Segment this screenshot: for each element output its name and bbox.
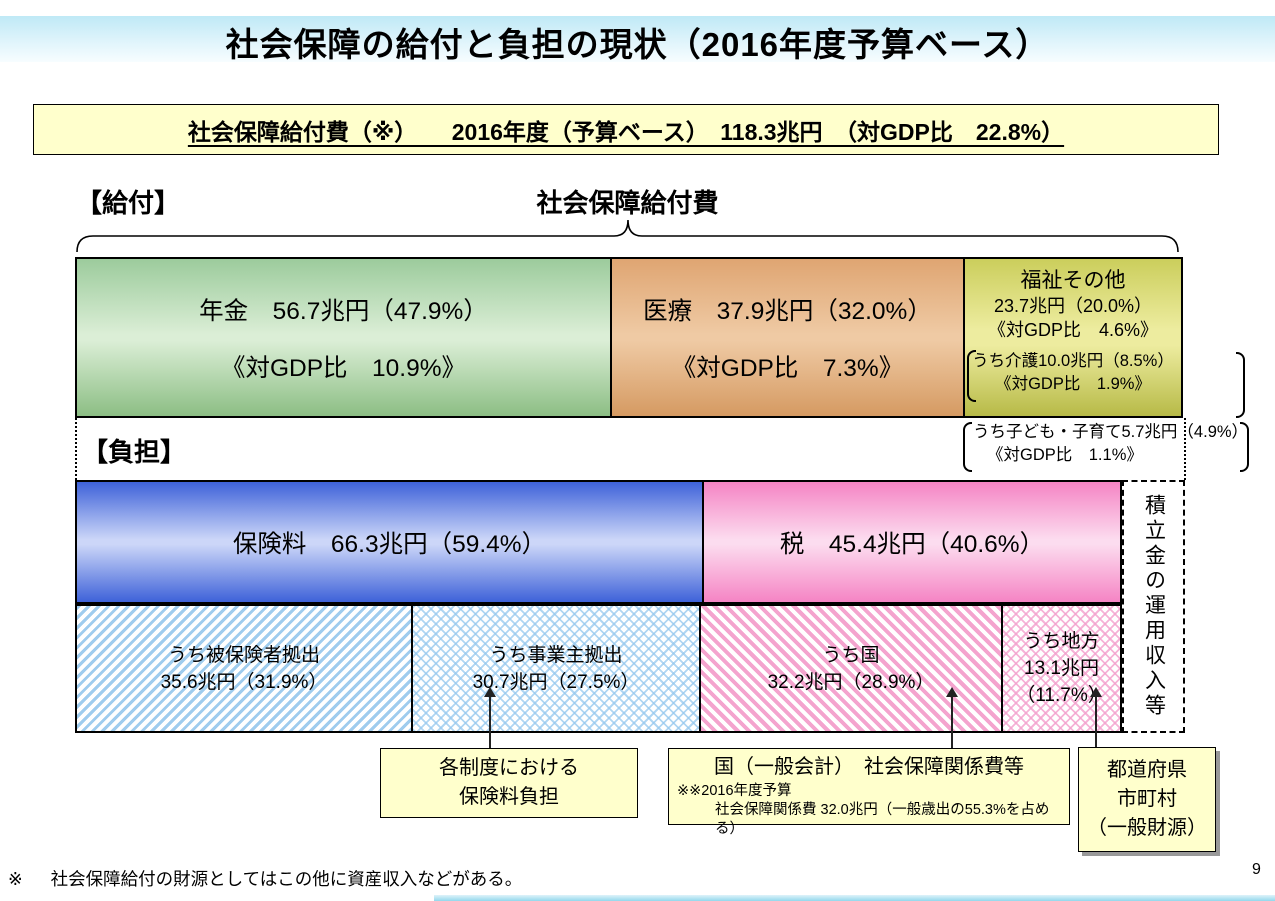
medical-amount: 医療 37.9兆円（32.0%） xyxy=(643,297,932,325)
callout-local-line2: 市町村 xyxy=(1117,788,1177,810)
care-block: うち介護10.0兆円（8.5%） 《対GDP比 1.9%》 xyxy=(967,350,1175,402)
benefits-label: 【給付】 xyxy=(76,188,181,218)
local-amount: 13.1兆円 xyxy=(1024,658,1099,679)
callout-local: 都道府県 市町村 （一般財源） xyxy=(1078,747,1216,852)
callout-national-title: 国（一般会計） 社会保障関係費等 xyxy=(714,756,1024,778)
tax-amount: 税 45.4兆円（40.6%） xyxy=(779,530,1045,558)
welfare-gdp: 《対GDP比 4.6%》 xyxy=(987,320,1159,340)
summary-box: 社会保障給付費（※） 2016年度（予算ベース） 118.3兆円 （対GDP比 … xyxy=(33,104,1219,155)
title-band xyxy=(0,16,1275,62)
callout-local-line3: （一般財源） xyxy=(1087,817,1207,839)
segment-welfare: 福祉その他 23.7兆円（20.0%） 《対GDP比 4.6%》 うち介護10.… xyxy=(963,259,1181,416)
segment-insurance: 保険料 66.3兆円（59.4%） xyxy=(77,482,702,602)
segment-insured-contribution: うち被保険者拠出 35.6兆円（31.9%） xyxy=(77,606,411,731)
summary-text: 社会保障給付費（※） 2016年度（予算ベース） 118.3兆円 （対GDP比 … xyxy=(187,118,1065,145)
callout-national-note2: 社会保障関係費 32.0兆円（一般歳出の55.3%を占める） xyxy=(715,802,1050,837)
segment-national-tax: うち国 32.2兆円（28.9%） xyxy=(699,606,1001,731)
employer-amount: 30.7兆円（27.5%） xyxy=(472,671,640,693)
brace-graphic xyxy=(76,219,1179,253)
segment-pension: 年金 56.7兆円（47.9%） 《対GDP比 10.9%》 xyxy=(77,259,610,416)
arrow-line-national xyxy=(951,697,953,748)
segment-employer-contribution: うち事業主拠出 30.7兆円（27.5%） xyxy=(411,606,699,731)
care-bracket-left xyxy=(967,350,976,402)
national-label: うち国 xyxy=(822,644,880,666)
footnote: ※ 社会保障給付の財源としてはこの他に資産収入などがある。 xyxy=(8,866,522,891)
callout-local-line1: 都道府県 xyxy=(1107,759,1187,781)
callout-premium: 各制度における 保険料負担 xyxy=(380,748,638,818)
medical-gdp: 《対GDP比 7.3%》 xyxy=(671,354,904,382)
insured-label: うち被保険者拠出 xyxy=(167,644,320,666)
insurance-amount: 保険料 66.3兆円（59.4%） xyxy=(232,530,547,558)
pension-amount: 年金 56.7兆円（47.9%） xyxy=(199,297,488,325)
child-block: うち子ども・子育て5.7兆円（4.9%） 《対GDP比 1.1%》 xyxy=(963,421,1249,472)
burden-bar: 保険料 66.3兆円（59.4%） 税 45.4兆円（40.6%） xyxy=(75,480,1122,604)
dotted-line-right xyxy=(1184,418,1186,480)
national-amount: 32.2兆円（28.9%） xyxy=(767,671,935,693)
burden-sub-bar: うち被保険者拠出 35.6兆円（31.9%） うち事業主拠出 30.7兆円（27… xyxy=(75,604,1122,733)
child-gdp: 《対GDP比 1.1%》 xyxy=(987,446,1143,464)
page-title: 社会保障の給付と負担の現状（2016年度予算ベース） xyxy=(225,26,1050,63)
pension-gdp: 《対GDP比 10.9%》 xyxy=(220,354,467,382)
burden-label: 【負担】 xyxy=(82,437,187,467)
care-bracket-right xyxy=(1236,352,1245,418)
care-amount: うち介護10.0兆円（8.5%） xyxy=(972,352,1174,370)
segment-tax: 税 45.4兆円（40.6%） xyxy=(702,482,1120,602)
bottom-band xyxy=(434,895,1275,901)
footnote-mark: ※ xyxy=(8,869,23,889)
care-gdp: 《対GDP比 1.9%》 xyxy=(995,375,1151,393)
arrow-head-local xyxy=(1090,687,1102,697)
callout-national: 国（一般会計） 社会保障関係費等 ※※2016年度予算 社会保障関係費 32.0… xyxy=(668,748,1070,837)
arrow-line-premium xyxy=(489,697,491,748)
callout-national-note1: ※※2016年度予算 xyxy=(677,783,792,799)
benefits-bar: 年金 56.7兆円（47.9%） 《対GDP比 10.9%》 医療 37.9兆円… xyxy=(75,257,1183,418)
arrow-head-premium xyxy=(484,687,496,697)
segment-local-tax: うち地方 13.1兆円 （11.7%） xyxy=(1001,606,1120,731)
child-amount: うち子ども・子育て5.7兆円（4.9%） xyxy=(973,423,1249,441)
local-label: うち地方 xyxy=(1023,631,1100,652)
callout-premium-line1: 各制度における xyxy=(439,757,579,779)
child-bracket-left xyxy=(963,422,972,472)
footnote-text: 社会保障給付の財源としてはこの他に資産収入などがある。 xyxy=(50,869,523,889)
arrow-line-local xyxy=(1095,697,1097,747)
reserve-fund-box: 積立金の運用収入等 xyxy=(1122,480,1185,733)
brace-label: 社会保障給付費 xyxy=(536,188,719,218)
segment-medical: 医療 37.9兆円（32.0%） 《対GDP比 7.3%》 xyxy=(610,259,963,416)
page-number: 9 xyxy=(1252,861,1261,878)
dotted-line-left xyxy=(75,418,77,480)
welfare-title: 福祉その他 xyxy=(1020,269,1126,292)
child-bracket-right xyxy=(1240,422,1249,472)
employer-label: うち事業主拠出 xyxy=(489,644,623,666)
arrow-head-national xyxy=(946,687,958,697)
insured-amount: 35.6兆円（31.9%） xyxy=(160,671,328,693)
local-pct: （11.7%） xyxy=(1016,685,1107,706)
welfare-amount: 23.7兆円（20.0%） xyxy=(993,296,1153,316)
callout-premium-line2: 保険料負担 xyxy=(459,786,559,808)
reserve-fund-label: 積立金の運用収入等 xyxy=(1142,494,1166,719)
